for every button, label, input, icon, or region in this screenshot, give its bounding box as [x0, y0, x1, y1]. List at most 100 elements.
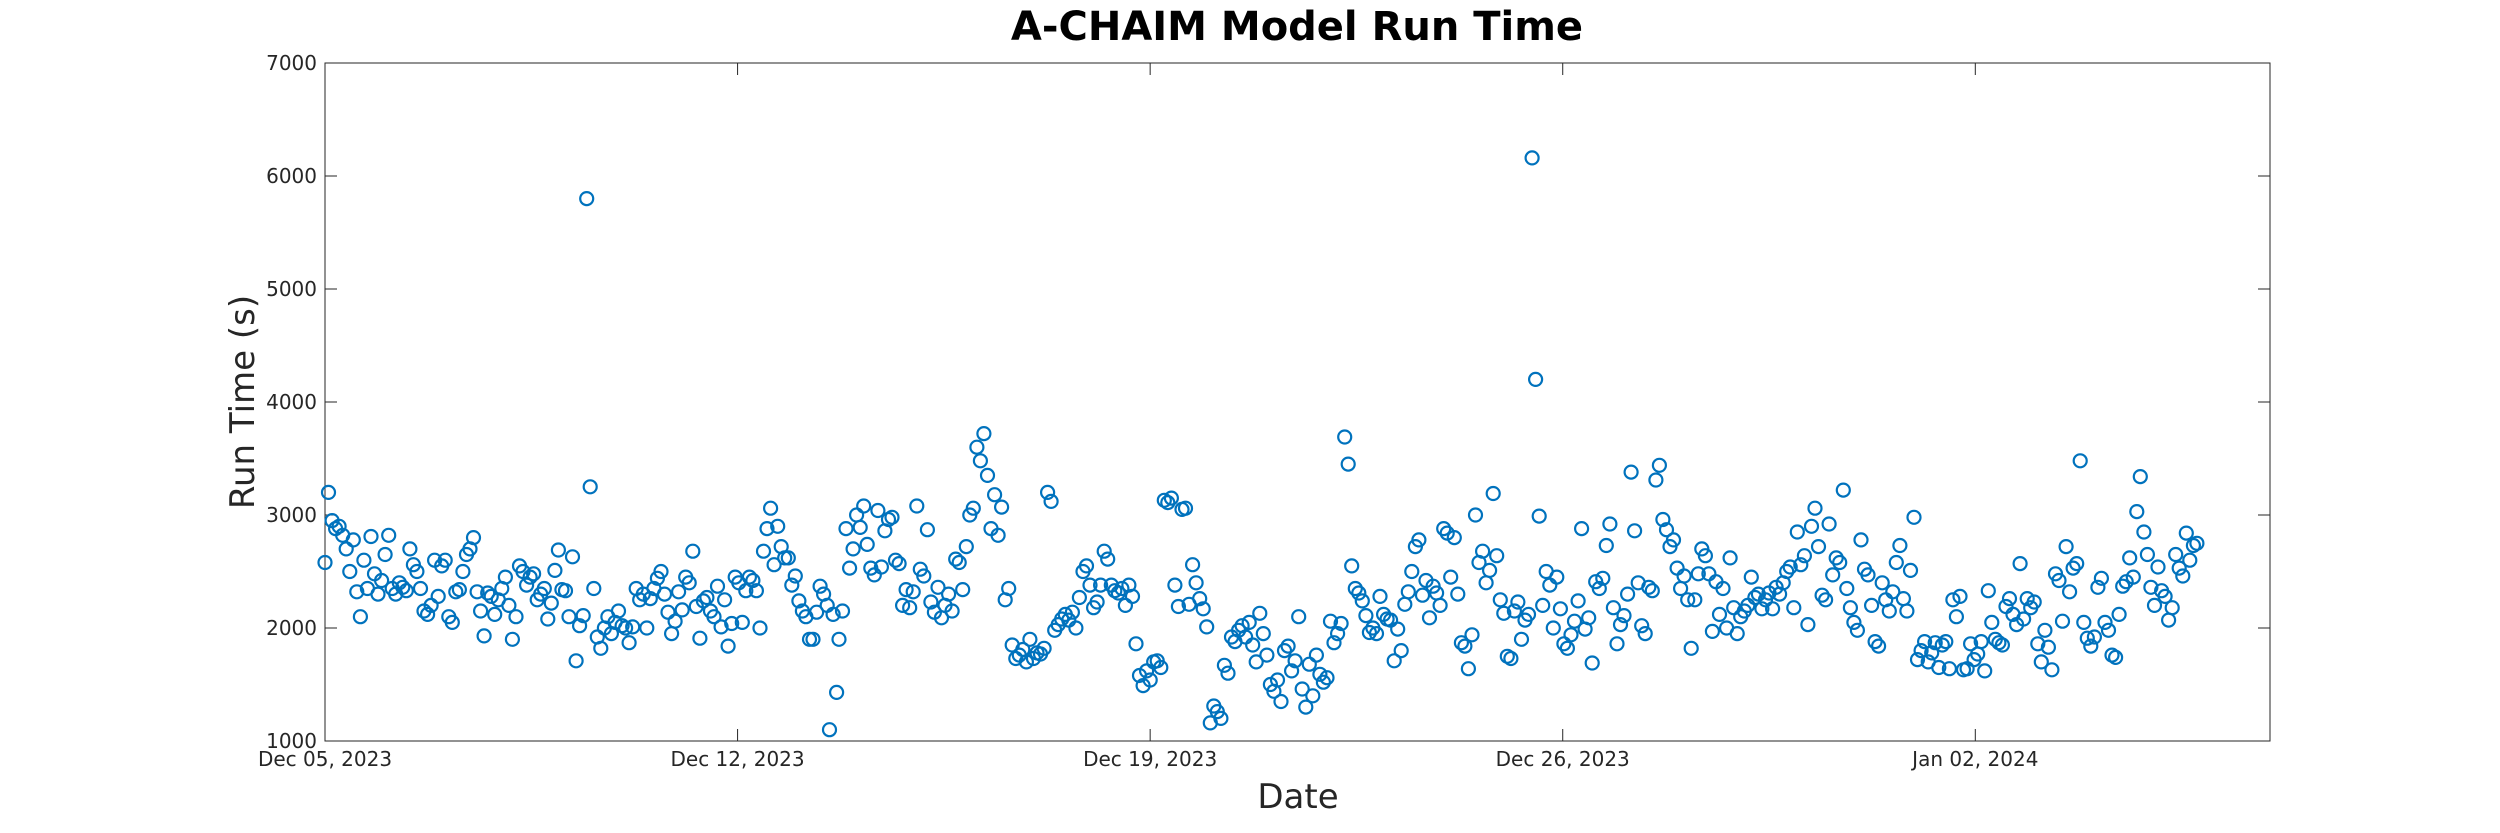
- data-point: [854, 521, 867, 534]
- data-point: [658, 588, 671, 601]
- data-point: [1253, 607, 1266, 620]
- data-point: [711, 580, 724, 593]
- data-point: [886, 511, 899, 524]
- data-point: [340, 542, 353, 555]
- data-point: [2162, 614, 2175, 627]
- data-point: [1098, 545, 1111, 558]
- data-point: [1900, 605, 1913, 618]
- data-point: [1865, 599, 1878, 612]
- data-point: [960, 540, 973, 553]
- data-point: [1130, 637, 1143, 650]
- data-point: [2102, 624, 2115, 637]
- data-point: [857, 500, 870, 513]
- data-point: [1101, 553, 1114, 566]
- data-point: [1310, 649, 1323, 662]
- data-point: [988, 488, 1001, 501]
- data-point: [1073, 591, 1086, 604]
- data-point: [1554, 602, 1567, 615]
- data-point: [1890, 556, 1903, 569]
- data-point: [1306, 689, 1319, 702]
- data-point: [977, 427, 990, 440]
- data-point: [1565, 628, 1578, 641]
- data-point: [757, 545, 770, 558]
- data-point: [1374, 590, 1387, 603]
- data-point: [718, 593, 731, 606]
- data-point: [843, 562, 856, 575]
- data-point: [612, 605, 625, 618]
- data-point: [1791, 526, 1804, 539]
- data-point: [686, 545, 699, 558]
- data-point: [2137, 526, 2150, 539]
- data-point: [1423, 611, 1436, 624]
- data-point: [1292, 610, 1305, 623]
- data-point: [1582, 611, 1595, 624]
- y-tick-label: 3000: [266, 503, 317, 527]
- data-point: [570, 654, 583, 667]
- data-point: [640, 622, 653, 635]
- data-point: [372, 588, 385, 601]
- data-point: [1985, 616, 1998, 629]
- data-point: [693, 632, 706, 645]
- data-point: [1466, 628, 1479, 641]
- data-point: [1222, 667, 1235, 680]
- data-point: [594, 642, 607, 655]
- data-point: [1706, 625, 1719, 638]
- data-point: [2183, 554, 2196, 567]
- data-point: [814, 580, 827, 593]
- data-point: [2074, 454, 2087, 467]
- data-point: [1809, 502, 1822, 515]
- data-point: [1405, 565, 1418, 578]
- data-point: [995, 501, 1008, 514]
- data-point: [432, 590, 445, 603]
- data-point: [1356, 594, 1369, 607]
- data-point: [403, 542, 416, 555]
- data-point: [833, 633, 846, 646]
- data-point: [506, 633, 519, 646]
- data-point: [414, 582, 427, 595]
- data-point: [861, 538, 874, 551]
- data-point: [382, 529, 395, 542]
- data-point: [1639, 627, 1652, 640]
- axis-ticks: [325, 63, 2270, 741]
- data-point: [764, 502, 777, 515]
- data-point: [1812, 540, 1825, 553]
- data-point: [1402, 585, 1415, 598]
- x-tick-label: Dec 19, 2023: [1083, 747, 1217, 771]
- data-point: [1844, 601, 1857, 614]
- data-point: [1257, 627, 1270, 640]
- data-point: [365, 530, 378, 543]
- data-point: [1787, 601, 1800, 614]
- data-point: [2152, 561, 2165, 574]
- data-point: [889, 554, 902, 567]
- data-point: [1359, 609, 1372, 622]
- data-point: [921, 523, 934, 536]
- data-point: [2099, 616, 2112, 629]
- chart-title: A-CHAIM Model Run Time: [1011, 4, 1583, 50]
- data-point: [840, 522, 853, 535]
- data-point: [1649, 474, 1662, 487]
- data-point: [623, 636, 636, 649]
- data-point: [1395, 644, 1408, 657]
- data-point: [2014, 557, 2027, 570]
- data-point: [488, 608, 501, 621]
- data-point: [1547, 622, 1560, 635]
- data-point: [2056, 615, 2069, 628]
- data-point: [456, 565, 469, 578]
- data-point: [893, 557, 906, 570]
- data-point: [1069, 622, 1082, 635]
- data-point: [1603, 518, 1616, 531]
- data-point: [566, 550, 579, 563]
- data-point: [548, 564, 561, 577]
- data-point: [1494, 593, 1507, 606]
- data-point: [1218, 659, 1231, 672]
- data-point: [379, 548, 392, 561]
- data-point: [2109, 651, 2122, 664]
- data-point: [1635, 619, 1648, 632]
- data-point: [662, 606, 675, 619]
- data-point: [587, 582, 600, 595]
- data-point: [1826, 568, 1839, 581]
- data-point: [1678, 570, 1691, 583]
- data-point: [1200, 620, 1213, 633]
- data-point: [1950, 610, 1963, 623]
